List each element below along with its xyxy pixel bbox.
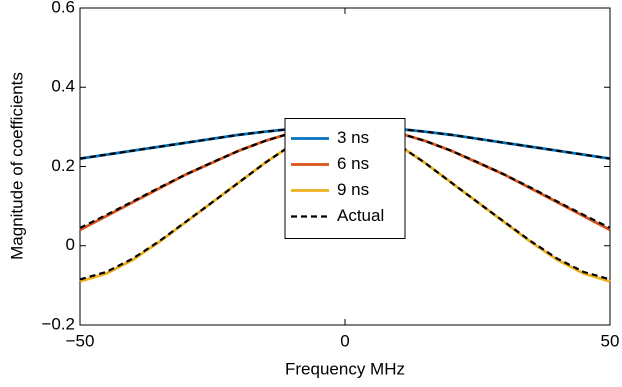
dashed-line: [79, 125, 611, 229]
x-axis-label: Frequency MHz: [285, 359, 405, 378]
legend-label: 3 ns: [337, 128, 369, 147]
y-tick-label: 0: [66, 235, 75, 254]
legend-label: Actual: [337, 206, 384, 225]
y-tick-label: 0.6: [51, 0, 75, 16]
dashed-line: [79, 125, 611, 160]
y-tick-label: −0.2: [41, 314, 75, 333]
x-tick-label: 0: [340, 331, 349, 350]
y-tick-label: 0.4: [51, 77, 75, 96]
x-tick-label: 50: [601, 331, 620, 350]
x-tick-label: −50: [66, 331, 95, 350]
y-tick-label: 0.2: [51, 156, 75, 175]
y-axis-label: Magnitude of coefficients: [7, 72, 26, 260]
legend-label: 9 ns: [337, 180, 369, 199]
legend-label: 6 ns: [337, 154, 369, 173]
